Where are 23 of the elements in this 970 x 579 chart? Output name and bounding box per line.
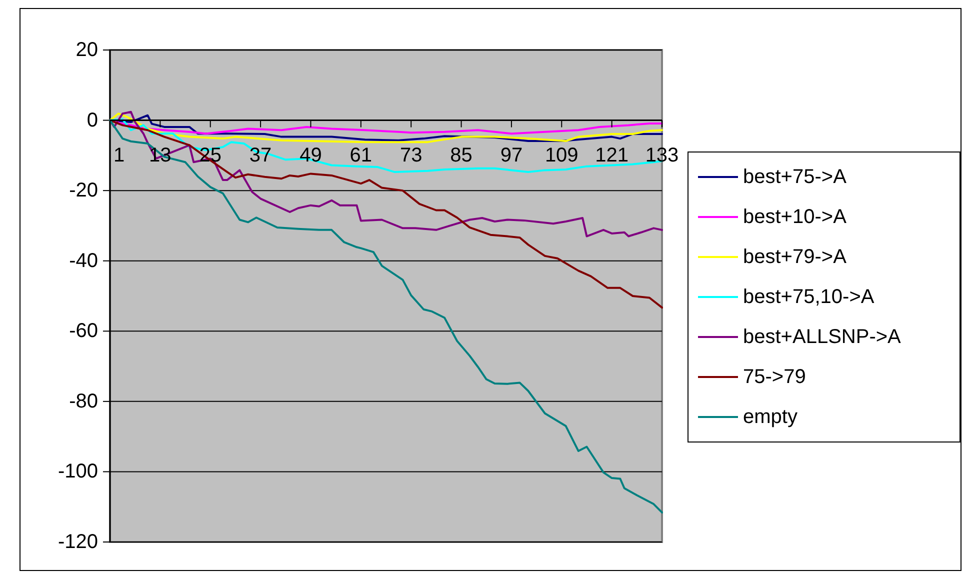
x-tick-label: 73 [400,144,422,166]
x-tick-label: 97 [500,144,523,166]
legend-label: 75->79 [743,366,806,388]
y-tick-label: 20 [76,39,98,61]
y-tick-label: -60 [69,320,98,342]
y-tick-label: -100 [58,460,98,483]
legend-label: best+ALLSNP->A [743,326,902,348]
x-tick-label: 85 [450,144,472,166]
y-tick-label: -80 [69,390,98,412]
y-tick-label: -20 [69,180,98,202]
legend-label: best+10->A [743,206,848,228]
legend-label: empty [743,406,798,428]
legend-label: best+79->A [743,246,848,268]
x-tick-label: 133 [645,144,679,166]
x-tick-label: 109 [544,144,578,166]
y-tick-label: -40 [69,250,98,272]
y-tick-label: 0 [86,109,98,132]
x-tick-label: 1 [113,144,125,166]
legend-label: best+75,10->A [743,286,875,308]
legend-label: best+75->A [743,166,848,188]
x-tick-label: 61 [350,144,372,166]
y-tick-label: -120 [58,531,98,553]
x-tick-label: 121 [595,144,629,166]
